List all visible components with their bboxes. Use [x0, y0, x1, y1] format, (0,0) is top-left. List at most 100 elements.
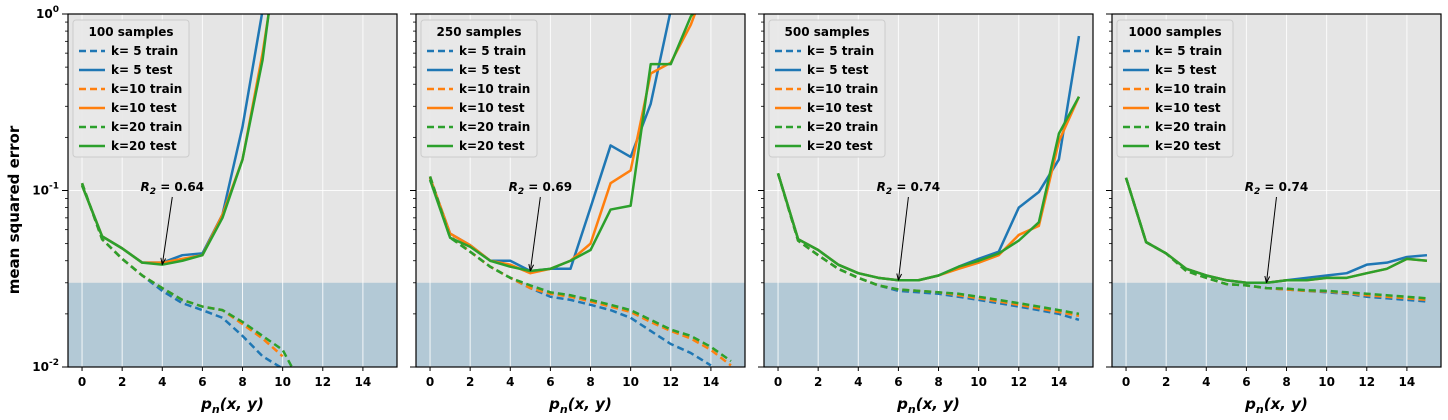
legend-entry: k=10 test	[111, 101, 177, 115]
legend: 1000 samples k= 5 train k= 5 test k=10 trai…	[1116, 19, 1234, 158]
series-line-k-5-train	[428, 176, 712, 367]
x-axis-label: pn(x, y)	[896, 395, 960, 416]
annotation-text: R2 = 0.64	[141, 180, 205, 197]
x-tick-label: 8	[238, 375, 246, 389]
x-tick-label: 12	[1010, 375, 1027, 389]
x-tick-label: 4	[158, 375, 166, 389]
legend-title: 100 samples	[89, 25, 174, 39]
legend-entry: k=10 test	[807, 101, 873, 115]
x-tick-label: 12	[314, 375, 331, 389]
legend-entry: k=10 train	[1155, 82, 1226, 96]
x-tick-label: 12	[662, 375, 679, 389]
shaded-band	[416, 282, 745, 367]
series-line-k-20-test	[428, 14, 694, 273]
annotation-arrowhead	[528, 264, 535, 272]
x-tick-label: 2	[814, 375, 822, 389]
series-line-k-20-test	[1124, 177, 1428, 285]
y-tick-label: 10-2	[32, 358, 59, 374]
series-group	[428, 14, 732, 367]
x-tick-label: 14	[1051, 375, 1068, 389]
annotation-value: = 0.64	[156, 180, 204, 194]
legend-entry: k=20 test	[111, 139, 177, 153]
x-axis-label: pn(x, y)	[548, 395, 612, 416]
legend-entry: k=20 test	[807, 139, 873, 153]
legend-entry: k= 5 test	[1155, 63, 1217, 77]
series-group	[1124, 177, 1428, 303]
x-tick-label: 6	[1242, 375, 1250, 389]
annotation-text: R2 = 0.69	[509, 180, 573, 197]
annotation-arrow	[161, 196, 173, 265]
annotation-text: R2 = 0.74	[877, 180, 941, 197]
chart-panel-1: 0 2 4 6 8 10 12 14 10-2 10-1 100 pn(x, y) 100 sample…	[32, 5, 398, 416]
legend-entry: k=10 train	[459, 82, 530, 96]
y-axis-label: mean squared error	[5, 125, 23, 294]
x-tick-label: 10	[274, 375, 291, 389]
series-line-k-20-train	[776, 173, 1080, 316]
x-tick-label: 6	[198, 375, 206, 389]
x-tick-label: 14	[703, 375, 720, 389]
legend-title: 250 samples	[437, 25, 522, 39]
legend-entry: k= 5 test	[111, 63, 173, 77]
annotation-arrow	[1265, 196, 1277, 283]
legend-entry: k=20 train	[1155, 120, 1226, 134]
legend-entry: k=10 test	[1155, 101, 1221, 115]
series-group	[80, 14, 294, 367]
annotation-arrowhead	[1264, 275, 1271, 284]
legend: 500 samples k= 5 train k= 5 test k=10 train…	[768, 19, 886, 158]
x-tick-label: 8	[586, 375, 594, 389]
legend-entry: k=20 train	[111, 120, 182, 134]
chart-panel-3: 0 2 4 6 8 10 12 14 pn(x, y) 500 samples k= 5 train…	[758, 13, 1094, 416]
x-tick-label: 4	[1202, 375, 1210, 389]
legend-entry: k= 5 test	[807, 63, 869, 77]
legend-title: 500 samples	[785, 25, 870, 39]
chart-panel-4: 0 2 4 6 8 10 12 14 pn(x, y) 1000 samples k= 5 trai…	[1106, 13, 1442, 416]
legend-entry: k= 5 train	[111, 44, 178, 58]
series-line-k-20-train	[80, 182, 294, 367]
x-tick-label: 2	[118, 375, 126, 389]
x-tick-label: 10	[1318, 375, 1335, 389]
annotation-value: = 0.69	[524, 180, 572, 194]
legend-entry: k= 5 train	[459, 44, 526, 58]
x-axis-label: pn(x, y)	[1244, 395, 1308, 416]
annotation-value: = 0.74	[1260, 180, 1308, 194]
legend-box	[420, 19, 538, 158]
shaded-band	[764, 282, 1093, 367]
y-tick-label: 100	[36, 5, 59, 21]
x-tick-label: 4	[854, 375, 862, 389]
legend-entry: k= 5 train	[1155, 44, 1222, 58]
x-axis-label: pn(x, y)	[200, 395, 264, 416]
x-tick-label: 14	[355, 375, 372, 389]
annotation-arrowhead	[160, 257, 167, 265]
x-tick-label: 8	[934, 375, 942, 389]
chart-panel-2: 0 2 4 6 8 10 12 14 pn(x, y) 250 samples k= 5 train…	[410, 13, 746, 416]
legend-entry: k=20 train	[459, 120, 530, 134]
x-tick-label: 14	[1399, 375, 1416, 389]
legend-entry: k=20 test	[459, 139, 525, 153]
x-tick-label: 6	[894, 375, 902, 389]
annotation-arrow	[529, 196, 541, 272]
annotation-arrow	[897, 196, 909, 281]
series-line-k-20-test	[80, 14, 270, 266]
legend-title: 1000 samples	[1128, 25, 1221, 39]
legend-entry: k= 5 test	[459, 63, 521, 77]
y-tick-label: 10-1	[32, 182, 59, 198]
legend-box	[1116, 19, 1234, 158]
legend-entry: k=10 train	[807, 82, 878, 96]
x-tick-label: 2	[466, 375, 474, 389]
legend: 100 samples k= 5 train k= 5 test k=10 train…	[72, 19, 190, 158]
x-tick-label: 8	[1282, 375, 1290, 389]
legend-box	[768, 19, 886, 158]
x-tick-label: 0	[78, 375, 86, 389]
shaded-band	[68, 282, 397, 367]
x-tick-label: 10	[970, 375, 987, 389]
legend-entry: k=20 train	[807, 120, 878, 134]
series-line-k-20-test	[776, 96, 1081, 282]
x-tick-label: 2	[1162, 375, 1170, 389]
legend-entry: k=10 train	[111, 82, 182, 96]
series-line-k-20-train	[428, 176, 732, 363]
x-tick-label: 4	[506, 375, 514, 389]
x-tick-label: 6	[546, 375, 554, 389]
annotation-arrowhead	[896, 273, 903, 281]
legend: 250 samples k= 5 train k= 5 test k=10 train…	[420, 19, 538, 158]
